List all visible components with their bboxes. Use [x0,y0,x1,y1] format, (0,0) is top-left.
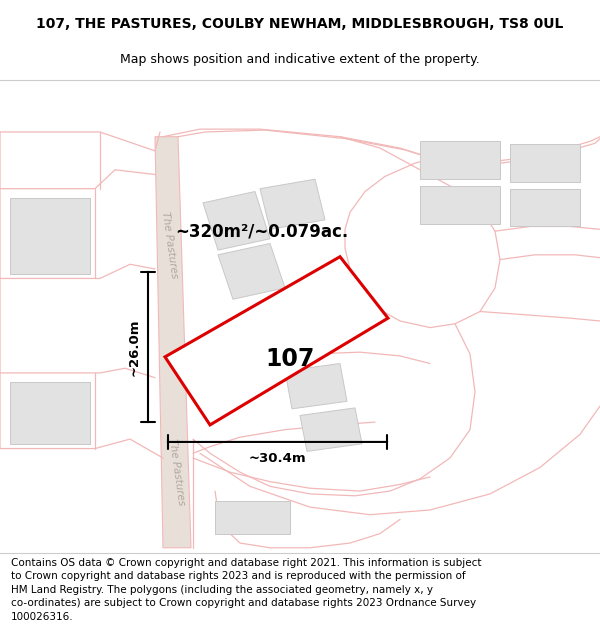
Text: Map shows position and indicative extent of the property.: Map shows position and indicative extent… [120,54,480,66]
Polygon shape [510,189,580,226]
Polygon shape [165,257,388,425]
Polygon shape [420,186,500,224]
Text: ~30.4m: ~30.4m [248,452,307,466]
Polygon shape [10,382,90,444]
Text: The Pastures: The Pastures [167,438,187,506]
Polygon shape [300,408,362,451]
Text: ~320m²/~0.079ac.: ~320m²/~0.079ac. [175,222,348,240]
Polygon shape [215,501,290,534]
Polygon shape [203,191,270,250]
Text: The Pastures: The Pastures [160,211,179,279]
Text: ~26.0m: ~26.0m [128,318,140,376]
Text: 107, THE PASTURES, COULBY NEWHAM, MIDDLESBROUGH, TS8 0UL: 107, THE PASTURES, COULBY NEWHAM, MIDDLE… [37,17,563,31]
Polygon shape [285,364,347,409]
Text: 107: 107 [265,347,314,371]
Polygon shape [10,198,90,274]
Text: Contains OS data © Crown copyright and database right 2021. This information is : Contains OS data © Crown copyright and d… [11,558,481,622]
Polygon shape [420,141,500,179]
Polygon shape [218,244,285,299]
Polygon shape [155,137,191,548]
Polygon shape [510,144,580,182]
Polygon shape [260,179,325,229]
